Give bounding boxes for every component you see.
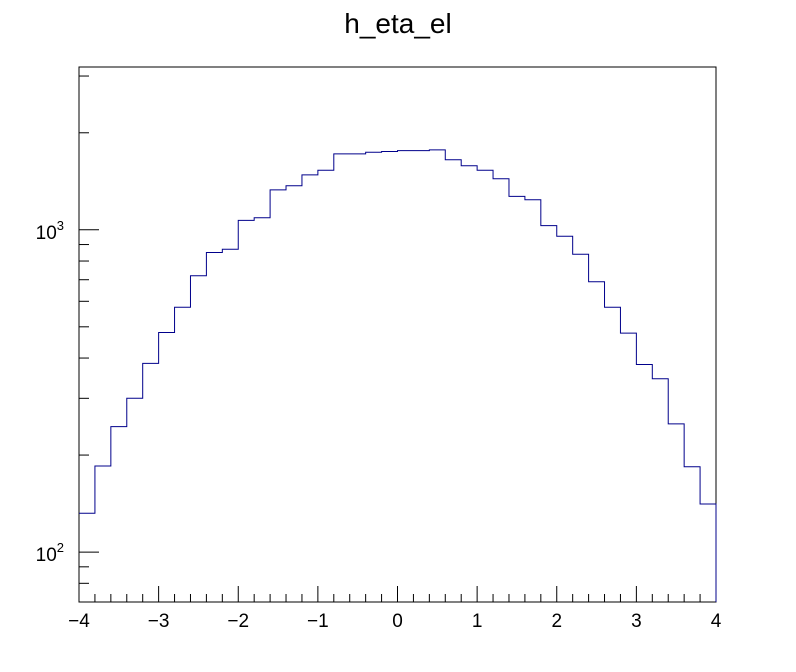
histogram-bin <box>461 166 477 602</box>
histogram-bin <box>159 333 175 602</box>
plot-frame <box>78 66 717 603</box>
x-tick-label: 2 <box>551 611 562 632</box>
histogram-bin <box>509 196 525 602</box>
histogram-bin <box>589 282 605 602</box>
histogram-bin <box>493 179 509 602</box>
histogram-bin <box>684 467 700 602</box>
histogram-bin <box>605 307 621 602</box>
histogram-bin <box>334 154 350 602</box>
histogram-bins <box>79 150 716 602</box>
histogram-bin <box>270 190 286 602</box>
histogram-bin <box>445 160 461 602</box>
histogram-bin <box>382 151 398 602</box>
histogram-bin <box>206 253 222 602</box>
x-tick-label: 3 <box>631 611 642 632</box>
histogram-bin <box>190 276 206 602</box>
x-axis-ticks <box>78 586 717 602</box>
x-tick-label: −2 <box>227 611 249 632</box>
histogram-bin <box>222 249 238 602</box>
histogram-bin <box>318 170 334 602</box>
histogram-bin <box>111 427 127 602</box>
histogram-bin <box>238 220 254 602</box>
histogram-bin <box>477 170 493 602</box>
y-axis-ticks <box>79 75 99 603</box>
y-tick-label: 103 <box>36 218 64 244</box>
chart-title: h_eta_el <box>344 8 451 39</box>
histogram-bin <box>175 307 191 602</box>
y-tick-label: 102 <box>36 540 64 566</box>
histogram-bin <box>636 364 652 602</box>
x-tick-label: 1 <box>472 611 483 632</box>
histogram-bin <box>700 504 716 602</box>
x-tick-label: 0 <box>392 611 403 632</box>
histogram-bin <box>398 151 414 602</box>
y-axis-tick-labels: 102 103 <box>36 218 64 566</box>
x-tick-label: −4 <box>68 611 90 632</box>
histogram-bin <box>557 236 573 602</box>
histogram-bin <box>541 226 557 602</box>
histogram-bin <box>350 154 366 602</box>
histogram-bin <box>668 424 684 602</box>
histogram-bin <box>127 398 143 602</box>
x-tick-label: −1 <box>307 611 329 632</box>
histogram-bin <box>429 150 445 602</box>
histogram-bin <box>302 175 318 602</box>
x-tick-label: −3 <box>148 611 170 632</box>
histogram-bin <box>366 152 382 602</box>
histogram-bin <box>286 186 302 602</box>
x-tick-label: 4 <box>711 611 722 632</box>
histogram-bin <box>620 333 636 602</box>
histogram-bin <box>525 200 541 602</box>
histogram-bin <box>254 218 270 602</box>
histogram-bin <box>413 151 429 602</box>
histogram-bin <box>652 379 668 602</box>
histogram-bin <box>95 466 111 602</box>
histogram-outline <box>79 149 717 602</box>
histogram-bin <box>79 513 95 602</box>
x-axis-tick-labels: −4 −3 −2 −1 0 1 2 3 4 <box>68 611 722 632</box>
histogram-bin <box>143 363 159 602</box>
histogram-bin <box>573 254 589 602</box>
